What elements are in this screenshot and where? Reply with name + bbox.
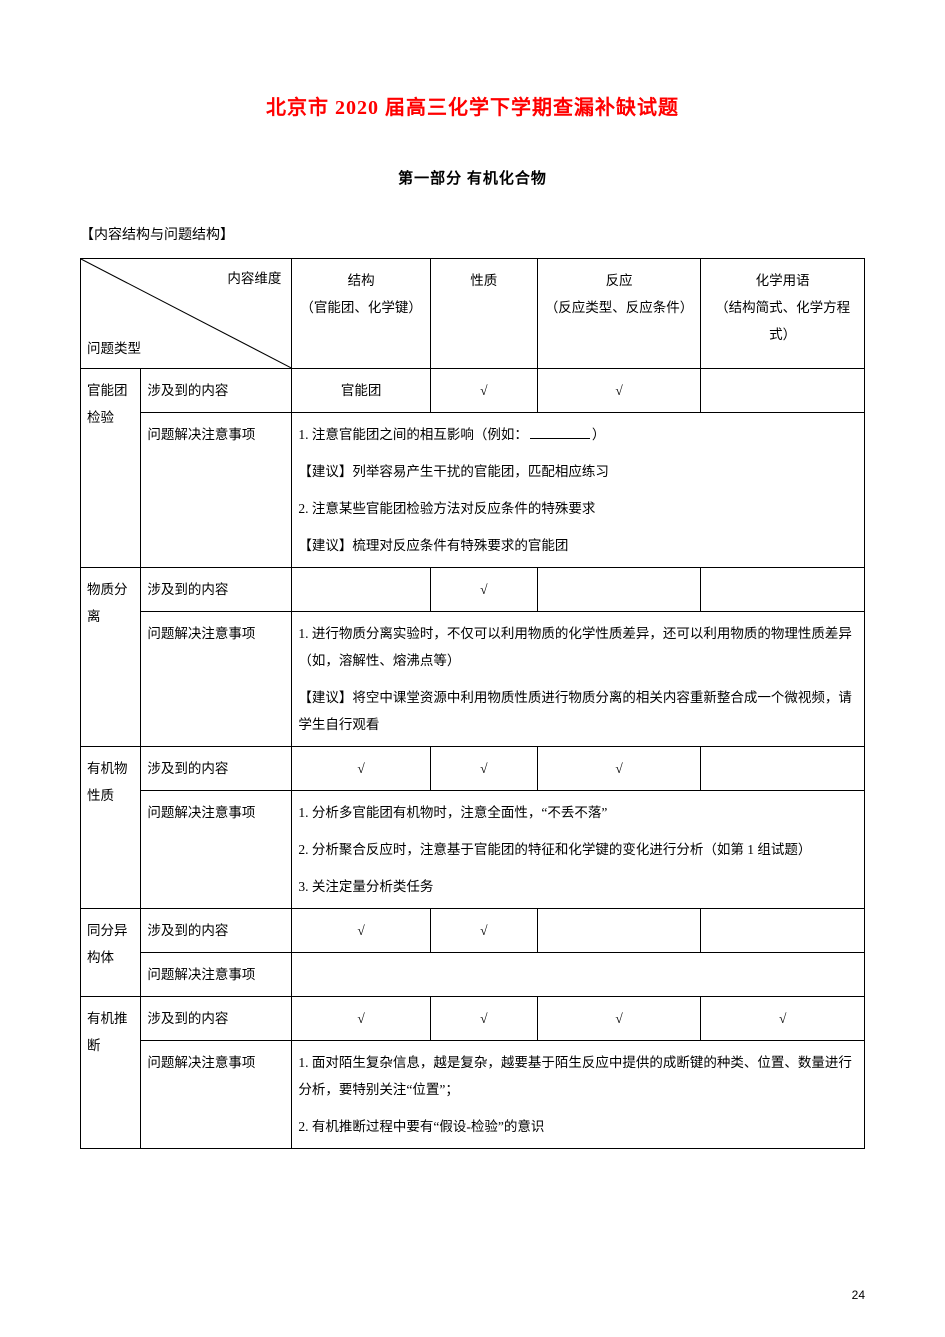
diag-top-label: 内容维度	[227, 265, 281, 292]
header-col-reaction: 反应 （反应类型、反应条件）	[537, 259, 701, 369]
header-col3-sub: （反应类型、反应条件）	[544, 294, 695, 321]
row-notes-label: 问题解决注意事项	[141, 612, 292, 747]
note-line: 1. 面对陌生复杂信息，越是复杂，越要基于陌生反应中提供的成断键的种类、位置、数…	[298, 1049, 858, 1103]
note-text: ）	[592, 427, 606, 442]
row-involved-label: 涉及到的内容	[141, 568, 292, 612]
cell-value	[292, 568, 430, 612]
row-notes-label: 问题解决注意事项	[141, 953, 292, 997]
row-notes-label: 问题解决注意事项	[141, 791, 292, 909]
cell-check: √	[430, 909, 537, 953]
row-category: 官能团检验	[81, 369, 141, 568]
table-row: 有机推断 涉及到的内容 √ √ √ √	[81, 997, 865, 1041]
cell-check	[701, 369, 865, 413]
cell-check: √	[292, 997, 430, 1041]
header-col3-label: 反应	[544, 267, 695, 294]
table-row: 问题解决注意事项 1. 面对陌生复杂信息，越是复杂，越要基于陌生反应中提供的成断…	[81, 1041, 865, 1149]
cell-check	[537, 909, 701, 953]
cell-check: √	[537, 997, 701, 1041]
header-col4-sub: （结构简式、化学方程式）	[707, 294, 858, 348]
row-category: 有机推断	[81, 997, 141, 1149]
cell-check: √	[430, 747, 537, 791]
row-notes-content: 1. 进行物质分离实验时，不仅可以利用物质的化学性质差异，还可以利用物质的物理性…	[292, 612, 865, 747]
cell-check: √	[292, 909, 430, 953]
cell-check: √	[537, 369, 701, 413]
row-category: 有机物性质	[81, 747, 141, 909]
row-notes-content: 1. 注意官能团之间的相互影响（例如： ） 【建议】列举容易产生干扰的官能团，匹配…	[292, 413, 865, 568]
doc-subtitle: 第一部分 有机化合物	[80, 166, 865, 193]
header-col-structure: 结构 （官能团、化学键）	[292, 259, 430, 369]
main-table: 内容维度 问题类型 结构 （官能团、化学键） 性质 反应 （反应类型、反应条件）…	[80, 258, 865, 1149]
note-line: 【建议】将空中课堂资源中利用物质性质进行物质分离的相关内容重新整合成一个微视频，…	[298, 684, 858, 738]
row-notes-content: 1. 面对陌生复杂信息，越是复杂，越要基于陌生反应中提供的成断键的种类、位置、数…	[292, 1041, 865, 1149]
row-involved-label: 涉及到的内容	[141, 369, 292, 413]
table-row: 问题解决注意事项 1. 注意官能团之间的相互影响（例如： ） 【建议】列举容易产生…	[81, 413, 865, 568]
cell-check: √	[430, 369, 537, 413]
header-col-property: 性质	[430, 259, 537, 369]
note-line: 3. 关注定量分析类任务	[298, 873, 858, 900]
note-text: 1. 注意官能团之间的相互影响（例如：	[298, 427, 528, 442]
table-row: 问题解决注意事项	[81, 953, 865, 997]
header-col2-label: 性质	[437, 267, 531, 294]
header-col1-label: 结构	[298, 267, 423, 294]
table-row: 同分异构体 涉及到的内容 √ √	[81, 909, 865, 953]
note-line: 1. 注意官能团之间的相互影响（例如： ）	[298, 421, 858, 448]
header-col1-sub: （官能团、化学键）	[298, 294, 423, 321]
document-page: 北京市 2020 届高三化学下学期查漏补缺试题 第一部分 有机化合物 【内容结构…	[0, 0, 945, 1337]
doc-title: 北京市 2020 届高三化学下学期查漏补缺试题	[80, 90, 865, 126]
table-header-row: 内容维度 问题类型 结构 （官能团、化学键） 性质 反应 （反应类型、反应条件）…	[81, 259, 865, 369]
note-line: 2. 注意某些官能团检验方法对反应条件的特殊要求	[298, 495, 858, 522]
table-row: 物质分离 涉及到的内容 √	[81, 568, 865, 612]
cell-check	[701, 747, 865, 791]
cell-check: √	[292, 747, 430, 791]
row-notes-label: 问题解决注意事项	[141, 413, 292, 568]
cell-check: √	[430, 997, 537, 1041]
cell-value: 官能团	[292, 369, 430, 413]
row-category: 同分异构体	[81, 909, 141, 997]
header-col-language: 化学用语 （结构简式、化学方程式）	[701, 259, 865, 369]
cell-check	[537, 568, 701, 612]
diag-bottom-label: 问题类型	[87, 335, 141, 362]
table-row: 问题解决注意事项 1. 分析多官能团有机物时，注意全面性，“不丢不落” 2. 分…	[81, 791, 865, 909]
table-row: 官能团检验 涉及到的内容 官能团 √ √	[81, 369, 865, 413]
note-line: 1. 进行物质分离实验时，不仅可以利用物质的化学性质差异，还可以利用物质的物理性…	[298, 620, 858, 674]
cell-check: √	[537, 747, 701, 791]
row-notes-content: 1. 分析多官能团有机物时，注意全面性，“不丢不落” 2. 分析聚合反应时，注意…	[292, 791, 865, 909]
header-col4-label: 化学用语	[707, 267, 858, 294]
row-involved-label: 涉及到的内容	[141, 909, 292, 953]
fill-blank	[530, 438, 590, 439]
section-label: 【内容结构与问题结构】	[80, 223, 865, 248]
cell-check: √	[701, 997, 865, 1041]
row-category: 物质分离	[81, 568, 141, 747]
note-line: 1. 分析多官能团有机物时，注意全面性，“不丢不落”	[298, 799, 858, 826]
row-notes-content	[292, 953, 865, 997]
cell-check	[701, 909, 865, 953]
row-notes-label: 问题解决注意事项	[141, 1041, 292, 1149]
row-involved-label: 涉及到的内容	[141, 747, 292, 791]
cell-check	[701, 568, 865, 612]
note-line: 2. 有机推断过程中要有“假设-检验”的意识	[298, 1113, 858, 1140]
note-line: 2. 分析聚合反应时，注意基于官能团的特征和化学键的变化进行分析（如第 1 组试…	[298, 836, 858, 863]
diagonal-header-cell: 内容维度 问题类型	[81, 259, 292, 369]
page-number: 24	[852, 1285, 865, 1307]
note-line: 【建议】梳理对反应条件有特殊要求的官能团	[298, 532, 858, 559]
table-row: 有机物性质 涉及到的内容 √ √ √	[81, 747, 865, 791]
table-row: 问题解决注意事项 1. 进行物质分离实验时，不仅可以利用物质的化学性质差异，还可…	[81, 612, 865, 747]
cell-check: √	[430, 568, 537, 612]
note-line: 【建议】列举容易产生干扰的官能团，匹配相应练习	[298, 458, 858, 485]
row-involved-label: 涉及到的内容	[141, 997, 292, 1041]
